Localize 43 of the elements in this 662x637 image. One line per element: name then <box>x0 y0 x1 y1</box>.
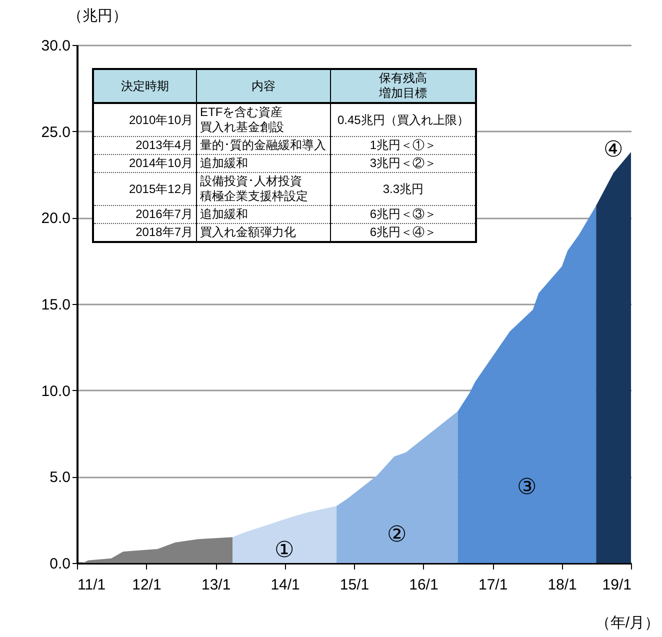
x-tick-label: 12/1 <box>132 576 162 594</box>
annotation: 2016年7月 <box>93 206 196 224</box>
x-tick-label: 14/1 <box>270 576 300 594</box>
annotation: 買入れ金額弾力化 <box>196 224 331 242</box>
annotation: 追加緩和 <box>196 154 331 172</box>
y-tick-label: 25.0 <box>41 124 70 141</box>
annotation: 2010年10月 <box>93 103 196 136</box>
x-tick-label: 11/1 <box>78 576 106 594</box>
x-tick-label: 19/1 <box>602 576 632 594</box>
annotation: ② <box>387 522 408 547</box>
x-tick-label: 15/1 <box>340 576 370 594</box>
annotation: ④ <box>604 136 624 162</box>
x-tick-label: 16/1 <box>409 576 438 594</box>
x-tick-label: 18/1 <box>548 576 577 594</box>
annotation: 2014年10月 <box>93 154 196 172</box>
y-tick-label: 20.0 <box>41 210 70 228</box>
annotation: 2013年4月 <box>93 136 196 154</box>
annotation: 6兆円＜④＞ <box>330 224 476 242</box>
annotation: 保有残高増加目標 <box>330 69 476 103</box>
annotation: 決定時期 <box>93 69 196 103</box>
annotation: 量的･質的金融緩和導入 <box>196 136 331 154</box>
annotation: 2015年12月 <box>93 172 196 206</box>
x-axis-title: （年/月） <box>595 614 660 632</box>
annotation: 1兆円＜①＞ <box>330 136 476 154</box>
y-tick-label: 5.0 <box>50 469 70 486</box>
y-tick-label: 10.0 <box>41 382 70 400</box>
annotation: ETFを含む資産買入れ基金創設 <box>196 103 331 136</box>
y-axis-title: （兆円） <box>68 8 128 24</box>
x-tick-label: 13/1 <box>201 576 231 594</box>
annotation: ③ <box>516 474 537 500</box>
annotation: ① <box>274 537 295 562</box>
annotation: 内容 <box>196 69 331 103</box>
annotation: 追加緩和 <box>196 206 331 224</box>
annotation: 2018年7月 <box>93 224 196 242</box>
annotation: 0.45兆円（買入れ上限） <box>330 103 476 136</box>
annotation: 設備投資･人材投資積極企業支援枠設定 <box>196 172 331 206</box>
y-tick-label: 0.0 <box>50 556 70 572</box>
x-tick-label: 17/1 <box>478 576 508 594</box>
y-tick-label: 15.0 <box>41 296 70 314</box>
y-tick-label: 30.0 <box>41 38 70 54</box>
annotation: 3.3兆円 <box>330 172 476 206</box>
annotation: 6兆円＜③＞ <box>330 206 476 224</box>
annotation: 3兆円＜②＞ <box>330 154 476 172</box>
